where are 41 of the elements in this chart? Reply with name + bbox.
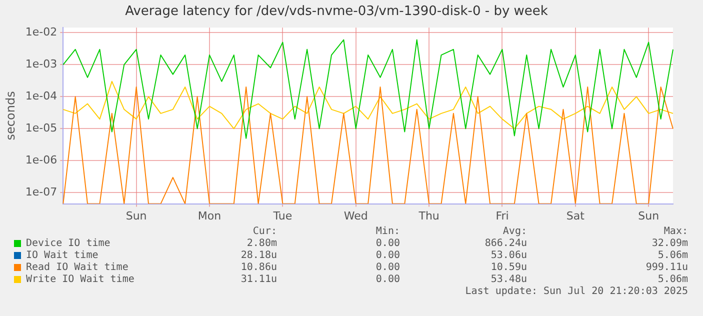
text: 31.11u (240, 274, 277, 285)
y-tick-label: 1e-04 (25, 90, 58, 103)
text: 10.59u (490, 262, 527, 273)
text: 53.06u (490, 250, 527, 261)
y-tick-label: 1e-05 (25, 122, 58, 135)
text: 0.00 (376, 274, 400, 285)
text: 53.48u (490, 274, 527, 285)
text: 5.06m (658, 274, 688, 285)
x-tick-label: Sat (566, 209, 586, 222)
text: Min: (376, 226, 400, 237)
legend-label: Device IO time (26, 238, 110, 249)
legend-label: IO Wait time (26, 250, 98, 261)
text: 866.24u (484, 238, 527, 249)
text: 32.09m (652, 238, 688, 249)
text: Cur: (252, 226, 277, 237)
text: 28.18u (240, 250, 277, 261)
text: 10.86u (240, 262, 277, 273)
text: 0.00 (376, 262, 400, 273)
x-tick-label: Tue (272, 209, 292, 222)
x-tick-label: Sun (638, 209, 660, 222)
legend-label: Write IO Wait time (26, 274, 134, 285)
text: Last update: Sun Jul 20 21:20:03 2025 (465, 286, 688, 297)
text: 0.00 (376, 250, 400, 261)
text: 2.80m (246, 238, 277, 249)
x-tick-label: Sun (126, 209, 147, 222)
x-tick-label: Thu (418, 209, 440, 222)
x-tick-label: Wed (344, 209, 368, 222)
x-tick-label: Fri (496, 209, 509, 222)
text: 0.00 (376, 238, 400, 249)
y-tick-label: 1e-02 (25, 26, 58, 39)
y-tick-label: 1e-06 (25, 154, 58, 167)
text: Avg: (502, 226, 527, 237)
legend-label: Read IO Wait time (26, 262, 128, 273)
y-tick-label: 1e-07 (25, 186, 58, 199)
chart-title: Average latency for /dev/vds-nvme-03/vm-1390-disk-0 - by week (125, 4, 548, 20)
text: Max: (664, 226, 688, 237)
x-tick-label: Mon (198, 209, 222, 222)
y-axis-title: seconds (3, 91, 18, 140)
text: 999.11u (646, 262, 688, 273)
text: 5.06m (658, 250, 688, 261)
y-tick-label: 1e-03 (25, 58, 58, 71)
